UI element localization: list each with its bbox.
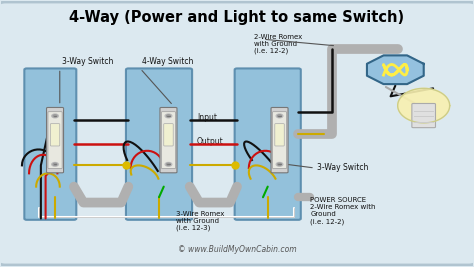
Text: 4-Way (Power and Light to same Switch): 4-Way (Power and Light to same Switch) (69, 10, 405, 25)
FancyBboxPatch shape (164, 124, 173, 146)
FancyBboxPatch shape (161, 112, 175, 168)
Text: Output: Output (197, 137, 224, 146)
Text: 2-Wire Romex
with Ground
(i.e. 12-2): 2-Wire Romex with Ground (i.e. 12-2) (254, 34, 302, 54)
FancyBboxPatch shape (24, 68, 76, 220)
FancyBboxPatch shape (412, 104, 436, 128)
Polygon shape (367, 55, 424, 84)
Text: 3-Wire Romex
with Ground
(i.e. 12-3): 3-Wire Romex with Ground (i.e. 12-3) (175, 210, 224, 231)
Circle shape (165, 114, 172, 118)
Text: © www.BuildMyOwnCabin.com: © www.BuildMyOwnCabin.com (178, 245, 296, 254)
FancyBboxPatch shape (273, 112, 287, 168)
Text: 4-Way Switch: 4-Way Switch (143, 57, 194, 66)
FancyBboxPatch shape (46, 108, 64, 173)
Circle shape (276, 163, 283, 166)
FancyBboxPatch shape (50, 124, 60, 146)
Circle shape (53, 163, 57, 166)
FancyBboxPatch shape (48, 112, 62, 168)
Circle shape (278, 115, 282, 117)
Circle shape (166, 163, 170, 166)
FancyBboxPatch shape (126, 68, 192, 220)
FancyBboxPatch shape (160, 108, 177, 173)
Text: 3-Way Switch: 3-Way Switch (318, 163, 369, 172)
Circle shape (276, 114, 283, 118)
Circle shape (52, 163, 58, 166)
Text: 3-Way Switch: 3-Way Switch (62, 57, 113, 66)
Circle shape (278, 163, 282, 166)
FancyBboxPatch shape (275, 124, 284, 146)
Circle shape (52, 114, 58, 118)
Text: POWER SOURCE
2-Wire Romex with
Ground
(i.e. 12-2): POWER SOURCE 2-Wire Romex with Ground (i… (310, 197, 376, 225)
FancyBboxPatch shape (271, 108, 288, 173)
Text: Input: Input (197, 113, 217, 122)
Circle shape (165, 163, 172, 166)
Circle shape (166, 115, 170, 117)
FancyBboxPatch shape (235, 68, 301, 220)
Circle shape (53, 115, 57, 117)
Polygon shape (398, 88, 450, 123)
